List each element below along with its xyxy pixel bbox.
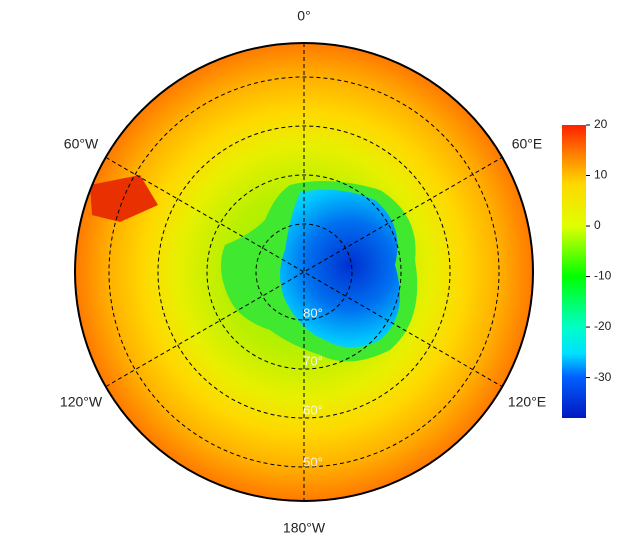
lon-label: 120°E [508,394,546,410]
lat-label: 80° [303,305,323,320]
colorbar-ramp [562,125,586,418]
lon-label: 60°W [64,136,99,152]
colorbar-tick-label: -20 [594,319,612,333]
colorbar-tick-label: 0 [594,218,601,232]
graticule [105,43,503,501]
lat-label: 60° [303,402,323,417]
colorbar-tick-label: -30 [594,370,612,384]
map-border [74,42,534,502]
lon-label: 120°W [60,394,103,410]
colorbar-tick-label: 10 [594,168,608,182]
colorbar-tick-label: -10 [594,269,612,283]
plateau [280,189,400,348]
lon-label: 0° [297,8,310,24]
lat-label: 50° [303,454,323,469]
temperature-field [75,43,533,501]
lat-label: 70° [303,353,323,368]
lon-label: 180°W [283,520,326,536]
lon-label: 60°E [512,136,543,152]
peninsula-warm [90,175,158,222]
colorbar-tick-label: 20 [594,117,608,131]
colorbar: 20 10 0 -10 -20 -30 [562,117,612,418]
